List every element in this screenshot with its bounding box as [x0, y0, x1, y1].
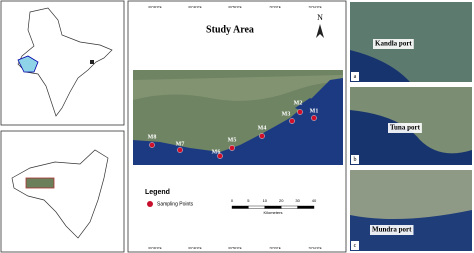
sampling-point: [217, 153, 223, 159]
scale-label: 0: [231, 198, 234, 203]
longitude-bottom: 69°40'0"E: [188, 246, 201, 250]
scale-segment: [231, 205, 249, 209]
port-label-box: [373, 39, 414, 49]
port-label-box: [370, 225, 414, 235]
panel-letter: a: [354, 74, 357, 80]
longitude-top: 70°10'0"E: [308, 5, 321, 9]
sea: [133, 78, 343, 165]
longitude-bottom: 69°50'0"E: [228, 246, 241, 250]
longitude-top: 70°0'0"E: [269, 5, 281, 9]
scale-label: 10: [263, 198, 268, 203]
north-arrow: [316, 24, 324, 38]
scale-unit: Kilometers: [264, 210, 283, 215]
scale-segment: [248, 205, 265, 209]
point-label: M1: [310, 108, 319, 114]
scale-segment: [281, 205, 298, 209]
longitude-bottom: 69°30'0"E: [148, 246, 161, 250]
port-label: Mundra port: [372, 226, 412, 234]
scale-segment: [297, 205, 315, 209]
sampling-point: [177, 147, 183, 153]
longitude-top: 69°50'0"E: [228, 5, 241, 9]
legend-symbol: [147, 201, 153, 207]
scale-label: 40: [312, 198, 317, 203]
gujarat-outline: [11, 149, 109, 239]
panel-letter-box: [351, 155, 359, 164]
scale-label: 20: [279, 198, 284, 203]
port-label: Kandla port: [375, 40, 412, 48]
land-texture: [133, 75, 343, 101]
sampling-point: [289, 118, 295, 124]
panel-letter-box: [351, 72, 359, 81]
port-label: Tuna port: [390, 124, 421, 132]
legend-title: Legend: [145, 189, 170, 196]
creek: [295, 98, 325, 118]
point-label: M2: [294, 100, 303, 106]
north-label: N: [317, 13, 323, 22]
inset-sea-b: [350, 110, 472, 165]
sampling-point: [311, 115, 317, 121]
gujarat-highlight: [17, 55, 39, 73]
longitude-bottom: 70°10'0"E: [308, 246, 321, 250]
scale-segment: [264, 205, 282, 209]
scale-label: 5: [247, 198, 250, 203]
sampling-point: [149, 142, 155, 148]
point-label: M6: [212, 149, 221, 155]
longitude-top: 69°30'0"E: [148, 5, 161, 9]
panel-letter-box: [351, 241, 359, 250]
sampling-point: [229, 145, 235, 151]
sampling-point: [259, 133, 265, 139]
island-mark: [90, 60, 94, 64]
sampling-point: [297, 109, 303, 115]
panel-letter: c: [354, 243, 357, 249]
scale-label: 30: [295, 198, 300, 203]
point-label: M7: [176, 141, 185, 147]
longitude-top: 69°40'0"E: [188, 5, 201, 9]
longitude-bottom: 70°0'0"E: [269, 246, 281, 250]
map-title: Study Area: [206, 24, 254, 35]
point-label: M5: [228, 137, 237, 143]
port-label-box: [388, 123, 422, 133]
panel-letter: b: [354, 157, 357, 163]
point-label: M3: [282, 111, 291, 117]
study-area-mark: [25, 177, 55, 189]
legend-item: Sampling Points: [157, 201, 194, 207]
point-label: M4: [258, 125, 267, 131]
legend-box: [140, 185, 222, 225]
inset-sea-a: [350, 50, 410, 82]
point-label: M8: [148, 134, 157, 140]
